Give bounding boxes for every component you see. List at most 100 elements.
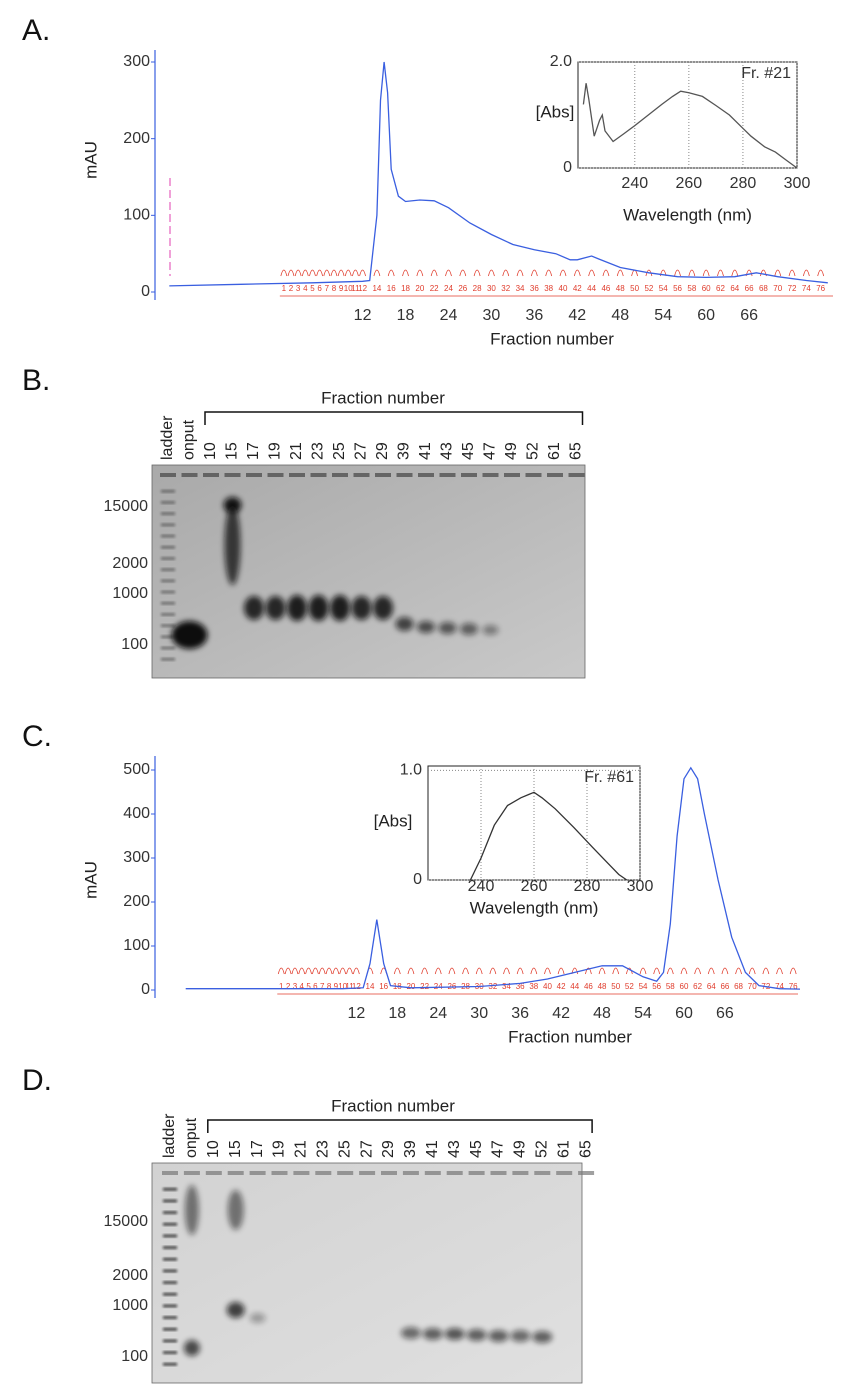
- fraction-label: 11: [351, 284, 360, 293]
- bracket: [207, 1119, 593, 1133]
- fraction-mark: [301, 269, 309, 277]
- gel-well: [446, 1171, 463, 1175]
- ladder-band: [161, 546, 175, 549]
- fraction-label: 48: [598, 982, 607, 991]
- ladder-band: [161, 557, 175, 560]
- fraction-label: 40: [543, 982, 552, 991]
- x-tick-label: 260: [676, 175, 703, 192]
- y-tick-label: 100: [123, 207, 150, 224]
- fraction-mark: [325, 967, 333, 975]
- gel-well: [249, 1171, 266, 1175]
- annotation: Fr. #21: [741, 65, 791, 82]
- lane-label: ladder: [161, 1113, 178, 1158]
- x-tick-label: 30: [483, 307, 501, 324]
- gel-well: [468, 1171, 485, 1175]
- gel-band: [183, 1340, 200, 1356]
- fraction-label: 8: [327, 982, 332, 991]
- fraction-label: 10: [338, 982, 347, 991]
- fraction-mark: [817, 269, 825, 277]
- fraction-mark: [332, 967, 340, 975]
- gel-band: [171, 621, 208, 649]
- y-tick-label: 0: [141, 283, 150, 300]
- ladder-band: [163, 1293, 177, 1296]
- fraction-mark: [280, 269, 288, 277]
- fraction-label: 36: [516, 982, 525, 991]
- lane-label: 15: [224, 442, 241, 460]
- fraction-label: 34: [516, 284, 525, 293]
- fraction-mark: [284, 967, 292, 975]
- fraction-mark: [407, 967, 415, 975]
- fraction-label: 32: [488, 982, 497, 991]
- lane-label: 39: [402, 1140, 419, 1158]
- ladder-band: [161, 624, 175, 627]
- fraction-mark: [598, 967, 606, 975]
- fraction-mark: [339, 967, 347, 975]
- fraction-mark: [762, 967, 770, 975]
- ladder-band: [161, 534, 175, 538]
- fraction-label: 60: [680, 982, 689, 991]
- fraction-mark: [789, 967, 797, 975]
- gel-image: [151, 1162, 583, 1384]
- fraction-label: 54: [659, 284, 668, 293]
- y-axis-label: [Abs]: [374, 811, 413, 830]
- x-axis-label: Fraction number: [508, 1027, 632, 1046]
- x-tick-label: 36: [511, 1005, 529, 1022]
- lane-label: 45: [468, 1140, 485, 1158]
- fraction-label: 66: [720, 982, 729, 991]
- y-tick-label: 200: [123, 130, 150, 147]
- fraction-label: 46: [584, 982, 593, 991]
- size-label: 15000: [104, 1213, 149, 1230]
- fraction-mark: [588, 269, 596, 277]
- lane-label: 43: [446, 1140, 463, 1158]
- fraction-mark: [557, 967, 565, 975]
- lane-label: 21: [288, 442, 305, 460]
- ladder-band: [163, 1211, 177, 1214]
- gel-well: [293, 1171, 310, 1175]
- x-axis-label: Wavelength (nm): [470, 898, 599, 917]
- x-tick-label: 300: [784, 175, 811, 192]
- gel-band: [417, 621, 435, 633]
- gel-well: [160, 473, 176, 477]
- trace: [185, 766, 801, 990]
- fraction-mark: [573, 269, 581, 277]
- fraction-mark: [530, 967, 538, 975]
- fraction-mark: [748, 967, 756, 975]
- x-axis-label: Wavelength (nm): [623, 205, 752, 224]
- lane-label: 25: [331, 442, 348, 460]
- gel-well: [396, 473, 413, 477]
- gel-well: [181, 473, 198, 477]
- gel-band: [351, 596, 372, 620]
- lane-label: 52: [525, 442, 542, 460]
- gel-well: [512, 1171, 529, 1175]
- gel-well: [556, 1171, 573, 1175]
- gel-well: [310, 473, 327, 477]
- y-tick-label: 300: [123, 849, 150, 866]
- inset-frame: [577, 61, 798, 169]
- fraction-label: 38: [544, 284, 553, 293]
- gel-well: [203, 473, 219, 477]
- y-tick-label: 400: [123, 805, 150, 822]
- lane-label: 23: [315, 1140, 332, 1158]
- ladder-band: [163, 1234, 177, 1238]
- gel-well: [315, 1171, 332, 1175]
- fraction-label: 64: [730, 284, 739, 293]
- fraction-mark: [616, 269, 624, 277]
- fraction-mark: [416, 269, 424, 277]
- x-tick-label: 24: [440, 307, 458, 324]
- gel-band: [373, 596, 393, 620]
- fraction-label: 3: [293, 982, 298, 991]
- x-tick-label: 24: [429, 1005, 447, 1022]
- gel-band: [488, 1330, 509, 1342]
- lane-label: 47: [490, 1140, 507, 1158]
- fraction-label: 4: [303, 284, 308, 293]
- fraction-label: 48: [616, 284, 625, 293]
- gel-well: [534, 1171, 551, 1175]
- fraction-mark: [585, 967, 592, 975]
- fraction-mark: [346, 967, 353, 975]
- fraction-mark: [674, 269, 681, 277]
- ladder-band: [163, 1199, 177, 1203]
- fraction-mark: [802, 269, 810, 277]
- fraction-mark: [544, 967, 551, 975]
- fraction-label: 54: [639, 982, 648, 991]
- lane-label: onput: [181, 419, 198, 460]
